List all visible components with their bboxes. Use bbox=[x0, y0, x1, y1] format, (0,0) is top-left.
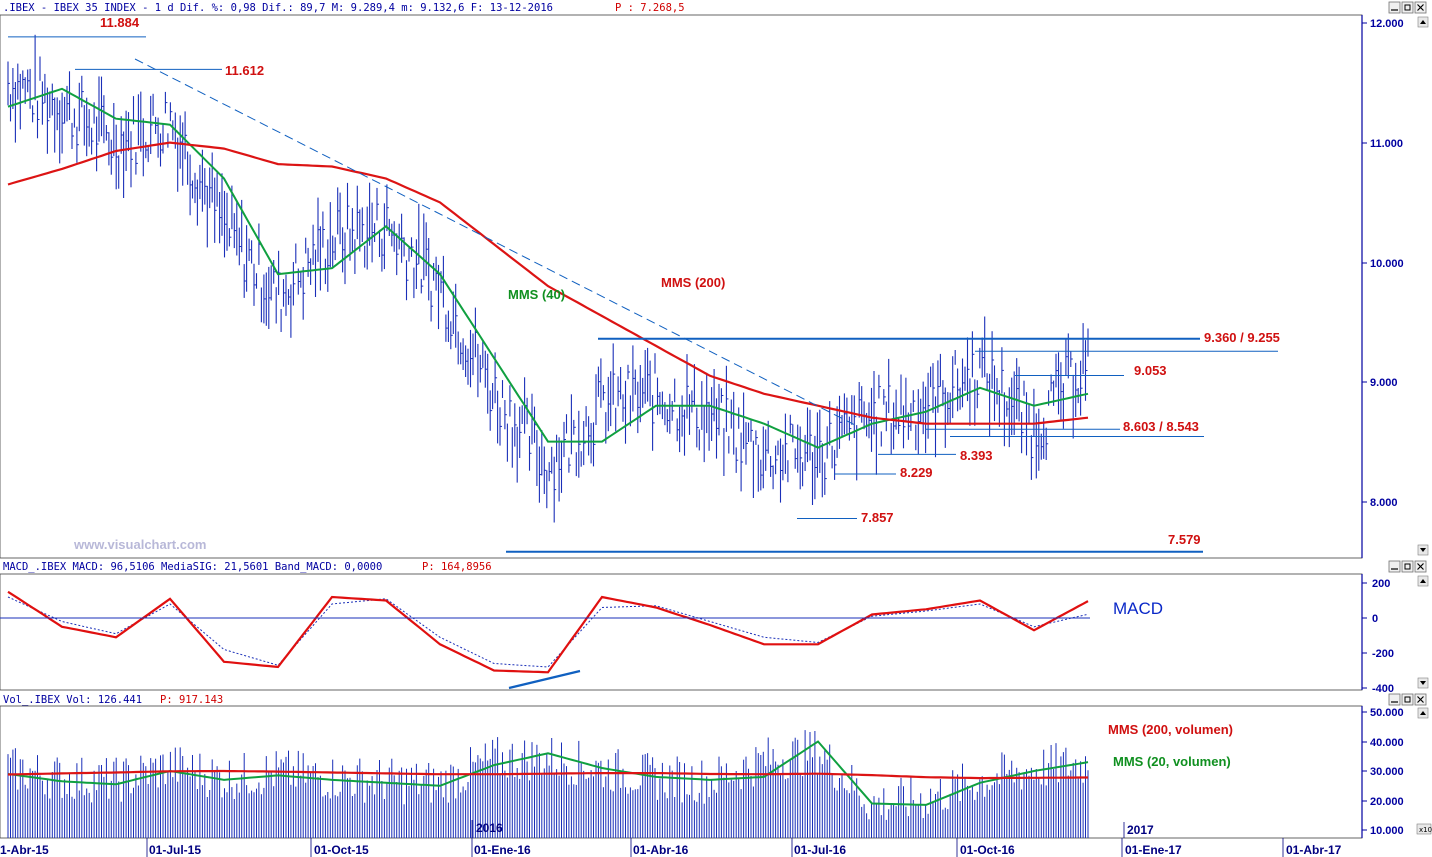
macd-tick-minus-400: -400 bbox=[1372, 683, 1394, 695]
restore-icon bbox=[1404, 4, 1411, 11]
macd-scroll-down-button[interactable] bbox=[1417, 677, 1429, 689]
restore-icon bbox=[1404, 563, 1411, 570]
level-label: 9.360 / 9.255 bbox=[1204, 330, 1280, 345]
x-tick-jul16: 01-Jul-16 bbox=[794, 843, 846, 857]
macd-divergence-line bbox=[508, 669, 581, 690]
ma40-line bbox=[7, 87, 1089, 449]
price-minimize-button[interactable] bbox=[1388, 1, 1401, 14]
downtrend-line bbox=[134, 58, 856, 426]
level-label: 11.612 bbox=[225, 63, 264, 78]
volume-panel-controls[interactable] bbox=[1388, 693, 1427, 706]
vol-ma20-line bbox=[7, 740, 1089, 806]
vol-tick-30000: 30.000 bbox=[1370, 766, 1404, 778]
macd-label: MACD bbox=[1113, 599, 1163, 618]
x-tick-abr17: 01-Abr-17 bbox=[1286, 843, 1342, 857]
ma200-label: MMS (200) bbox=[661, 275, 725, 290]
watermark: www.visualchart.com bbox=[73, 537, 206, 552]
price-y-ticks: 12.000 11.000 10.000 9.000 8.000 bbox=[1362, 18, 1404, 509]
macd-y-ticks: 200 0 -200 -400 bbox=[1362, 578, 1394, 695]
y-tick-8000: 8.000 bbox=[1370, 497, 1398, 509]
year-label-2016: 2016 bbox=[476, 821, 503, 835]
year-label-2017: 2017 bbox=[1127, 823, 1154, 837]
vol-ma200-line bbox=[7, 769, 1088, 780]
vol-tick-10000: 10.000 bbox=[1370, 825, 1404, 837]
scale-badge-text: x10 bbox=[1419, 826, 1432, 834]
volume-scale-badge: x10 bbox=[1416, 823, 1432, 835]
level-label: 7.579 bbox=[1168, 532, 1201, 547]
x-tick-abr16: 01-Abr-16 bbox=[633, 843, 689, 857]
macd-tick-200: 200 bbox=[1372, 578, 1390, 590]
macd-line bbox=[7, 590, 1089, 674]
close-icon bbox=[1417, 563, 1424, 570]
level-label: 8.229 bbox=[900, 465, 933, 480]
price-panel-controls[interactable] bbox=[1388, 1, 1427, 14]
price-scroll-down-button[interactable] bbox=[1417, 544, 1429, 556]
volume-minimize-button[interactable] bbox=[1388, 693, 1401, 706]
ma200-line bbox=[7, 141, 1089, 425]
level-label: 11.884 bbox=[100, 15, 140, 30]
x-tick-oct16: 01-Oct-16 bbox=[960, 843, 1015, 857]
x-tick-ene16: 01-Ene-16 bbox=[474, 843, 531, 857]
macd-header: MACD_.IBEX MACD: 96,5106 MediaSIG: 21,56… bbox=[3, 561, 382, 573]
ma40-label: MMS (40) bbox=[508, 287, 565, 302]
x-tick-abr15: 1-Abr-15 bbox=[0, 843, 49, 857]
close-icon bbox=[1417, 696, 1424, 703]
price-restore-button[interactable] bbox=[1401, 1, 1414, 14]
price-header: .IBEX - IBEX 35 INDEX - 1 d Dif. %: 0,98… bbox=[3, 2, 553, 14]
restore-icon bbox=[1404, 696, 1411, 703]
level-label: 9.053 bbox=[1134, 363, 1167, 378]
arrow-up-icon bbox=[1420, 711, 1426, 715]
y-tick-12000: 12.000 bbox=[1370, 18, 1404, 30]
macd-panel-controls[interactable] bbox=[1388, 560, 1427, 573]
macd-scroll-up-button[interactable] bbox=[1417, 575, 1429, 587]
arrow-up-icon bbox=[1420, 20, 1426, 24]
x-tick-ene17: 01-Ene-17 bbox=[1125, 843, 1182, 857]
y-tick-11000: 11.000 bbox=[1370, 138, 1403, 150]
macd-signal-line bbox=[7, 596, 1089, 668]
price-header-last: P : 7.268,5 bbox=[615, 2, 685, 14]
y-tick-9000: 9.000 bbox=[1370, 377, 1398, 389]
level-label: 7.857 bbox=[861, 510, 894, 525]
price-bars bbox=[7, 34, 1089, 523]
macd-restore-button[interactable] bbox=[1401, 560, 1414, 573]
x-tick-jul15: 01-Jul-15 bbox=[149, 843, 201, 857]
macd-tick-0: 0 bbox=[1372, 613, 1378, 625]
macd-minimize-button[interactable] bbox=[1388, 560, 1401, 573]
volume-header: Vol_.IBEX Vol: 126.441 bbox=[3, 694, 142, 706]
x-axis: 1-Abr-15 01-Jul-15 01-Oct-15 01-Ene-16 0… bbox=[0, 838, 1342, 857]
vol-tick-40000: 40.000 bbox=[1370, 737, 1404, 749]
volume-y-ticks: 50.000 40.000 30.000 20.000 10.000 bbox=[1362, 707, 1404, 837]
macd-header-last: P: 164,8956 bbox=[422, 561, 492, 573]
macd-panel-frame bbox=[0, 573, 1363, 691]
y-tick-10000: 10.000 bbox=[1370, 258, 1404, 270]
level-label: 8.393 bbox=[960, 448, 993, 463]
level-label: 8.603 / 8.543 bbox=[1123, 419, 1199, 434]
indicator-lines bbox=[7, 87, 1089, 806]
arrow-down-icon bbox=[1420, 681, 1426, 685]
arrow-down-icon bbox=[1420, 548, 1426, 552]
vol-tick-20000: 20.000 bbox=[1370, 796, 1404, 808]
price-level-lines: 11.884 11.612 9.360 / 9.255 9.053 8.603 / 8.… bbox=[8, 15, 1280, 553]
macd-tick-minus-200: -200 bbox=[1372, 648, 1394, 660]
price-scroll-up-button[interactable] bbox=[1417, 16, 1429, 28]
volume-restore-button[interactable] bbox=[1401, 693, 1414, 706]
vol-ma20-label: MMS (20, volumen) bbox=[1113, 754, 1231, 769]
vol-tick-50000: 50.000 bbox=[1370, 707, 1404, 719]
close-icon bbox=[1417, 4, 1424, 11]
volume-scroll-up-button[interactable] bbox=[1417, 707, 1429, 719]
volume-header-last: P: 917.143 bbox=[160, 694, 223, 706]
x-tick-oct15: 01-Oct-15 bbox=[314, 843, 369, 857]
arrow-up-icon bbox=[1420, 579, 1426, 583]
vol-ma200-label: MMS (200, volumen) bbox=[1108, 722, 1233, 737]
